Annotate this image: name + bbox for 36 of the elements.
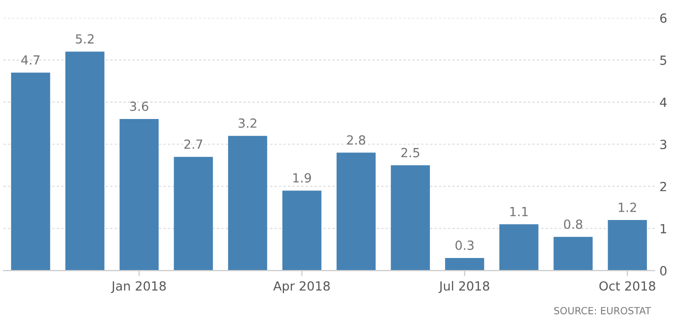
data-label: 2.8 (347, 135, 366, 145)
x-tick-label: Oct 2018 (599, 281, 656, 291)
bar (499, 224, 538, 271)
bar (120, 118, 159, 271)
bar (228, 136, 268, 271)
bar (554, 236, 593, 271)
bar (65, 52, 104, 271)
y-tick-label: 6 (660, 13, 667, 23)
data-label: 1.1 (510, 206, 528, 216)
data-label: 1.2 (618, 202, 636, 212)
x-tick-label: Jan 2018 (110, 281, 166, 293)
x-tick-label: Jul 2018 (438, 280, 490, 293)
y-tick-label: 4 (660, 98, 667, 107)
bar (608, 220, 647, 271)
data-label: 2.7 (184, 139, 202, 149)
bar (282, 190, 322, 271)
y-tick-label: 1 (660, 224, 666, 234)
data-label: 3.2 (238, 118, 256, 128)
source-note: SOURCE: EUROSTAT (554, 306, 652, 314)
data-label: 4.7 (21, 55, 40, 65)
bar (390, 165, 430, 271)
data-label: 2.5 (401, 148, 420, 158)
bar (445, 258, 484, 271)
y-tick-label: 2 (660, 182, 666, 192)
data-label: 0.3 (456, 240, 474, 250)
y-tick-label: 3 (660, 140, 666, 150)
data-label: 0.8 (564, 219, 582, 229)
y-tick-label: 5 (660, 56, 666, 65)
bar (336, 152, 376, 271)
y-tick-label: 0 (660, 266, 666, 276)
data-label: 1.9 (293, 173, 311, 183)
bar (11, 72, 50, 271)
x-tick-label: Apr 2018 (273, 281, 330, 294)
data-label: 3.6 (130, 102, 148, 112)
bar (174, 156, 213, 271)
data-label: 5.2 (76, 34, 94, 44)
